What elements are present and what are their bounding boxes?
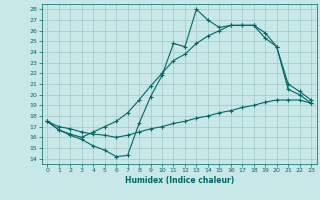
X-axis label: Humidex (Indice chaleur): Humidex (Indice chaleur) — [124, 176, 234, 185]
